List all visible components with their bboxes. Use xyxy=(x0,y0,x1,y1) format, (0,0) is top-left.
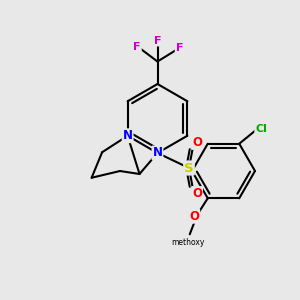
Text: O: O xyxy=(189,210,199,223)
Text: N: N xyxy=(152,146,163,160)
Text: N: N xyxy=(123,129,133,142)
Text: S: S xyxy=(184,161,194,175)
Text: Cl: Cl xyxy=(255,124,267,134)
Text: F: F xyxy=(154,35,161,46)
Text: O: O xyxy=(192,187,202,200)
Text: O: O xyxy=(192,136,202,149)
Text: F: F xyxy=(176,43,183,53)
Text: F: F xyxy=(134,41,141,52)
Text: methoxy: methoxy xyxy=(172,238,205,247)
